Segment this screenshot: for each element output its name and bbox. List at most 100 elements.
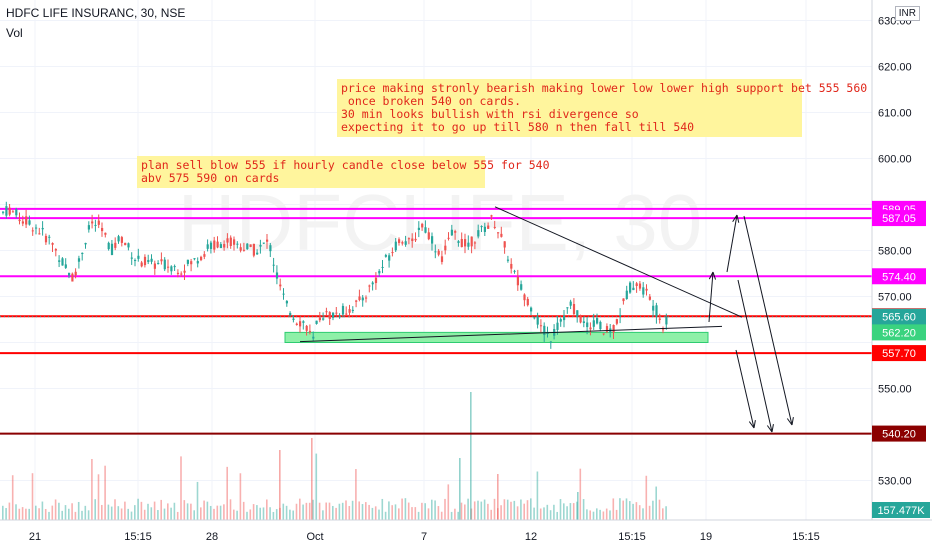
volume-bar bbox=[31, 473, 34, 520]
candle bbox=[193, 258, 196, 260]
candle bbox=[203, 254, 206, 257]
volume-bar bbox=[143, 509, 146, 520]
volume-bar bbox=[328, 502, 331, 520]
candle bbox=[460, 238, 463, 248]
volume-bar bbox=[285, 505, 288, 520]
level-tag bbox=[872, 425, 926, 442]
volume-bar bbox=[513, 500, 516, 520]
volume-bar bbox=[163, 508, 166, 520]
candle bbox=[516, 276, 519, 286]
candle bbox=[513, 270, 516, 272]
candle bbox=[134, 260, 137, 262]
candle bbox=[325, 311, 328, 313]
candle bbox=[454, 231, 457, 233]
candle bbox=[28, 220, 31, 225]
candle bbox=[170, 266, 173, 272]
candle bbox=[596, 318, 599, 324]
candle bbox=[275, 272, 279, 279]
volume-bar bbox=[622, 500, 624, 520]
candle bbox=[295, 323, 298, 325]
volume-bar bbox=[8, 502, 11, 520]
candle bbox=[51, 243, 54, 245]
price-tick-label: 580.00 bbox=[878, 246, 912, 258]
annotation-note-2[interactable]: plan sell blow 555 if hourly candle clos… bbox=[137, 156, 550, 188]
volume-bar bbox=[477, 500, 479, 520]
resistance-trendline bbox=[494, 206, 743, 318]
volume-bar bbox=[64, 505, 67, 520]
volume-bar bbox=[592, 511, 595, 520]
volume-bar bbox=[48, 511, 50, 520]
candle bbox=[533, 317, 536, 319]
candle bbox=[549, 341, 552, 343]
candle bbox=[665, 316, 668, 325]
candle bbox=[252, 243, 255, 256]
candle bbox=[500, 233, 503, 237]
projection-arrow bbox=[708, 271, 714, 323]
time-tick-label: 21 bbox=[29, 531, 41, 543]
volume-bar bbox=[239, 473, 242, 520]
candle bbox=[467, 242, 470, 247]
candle bbox=[586, 322, 589, 328]
volume-bar bbox=[388, 501, 390, 520]
candle bbox=[599, 321, 602, 330]
arrow-head bbox=[766, 425, 773, 433]
candle bbox=[25, 216, 28, 225]
volume-bar bbox=[242, 501, 245, 520]
candle bbox=[480, 226, 483, 228]
price-tick-label: 610.00 bbox=[878, 108, 912, 120]
volume-bar bbox=[259, 507, 261, 520]
candle bbox=[282, 293, 285, 295]
candle bbox=[196, 261, 199, 264]
volume-bar bbox=[153, 501, 156, 520]
time-tick-label: 28 bbox=[206, 531, 218, 543]
candle bbox=[246, 243, 249, 250]
candle bbox=[431, 236, 434, 244]
support-trendline bbox=[299, 325, 723, 343]
volume-bar bbox=[384, 511, 387, 520]
candle bbox=[444, 245, 447, 251]
candle bbox=[398, 239, 401, 243]
volume-bar bbox=[596, 508, 598, 520]
candle bbox=[279, 284, 282, 287]
volume-bar bbox=[404, 498, 407, 520]
volume-bar bbox=[74, 511, 77, 520]
currency-badge[interactable]: INR bbox=[894, 6, 920, 21]
candle bbox=[345, 313, 348, 315]
candle bbox=[110, 243, 114, 255]
candle bbox=[117, 236, 120, 242]
volume-bar bbox=[15, 504, 17, 520]
volume-bar bbox=[233, 509, 235, 520]
support-zone[interactable] bbox=[284, 331, 709, 344]
candle bbox=[285, 300, 288, 304]
candle bbox=[506, 259, 510, 261]
volume-bar bbox=[160, 499, 162, 520]
volume-bar bbox=[358, 501, 360, 520]
candle bbox=[348, 309, 351, 313]
volume-bar bbox=[302, 504, 304, 520]
projection-arrow bbox=[743, 215, 793, 426]
candle bbox=[355, 300, 358, 302]
volume-bar bbox=[500, 505, 502, 520]
level-tag-label: 540.20 bbox=[882, 429, 916, 441]
volume-bar bbox=[572, 503, 575, 520]
candle bbox=[21, 221, 24, 224]
candle bbox=[229, 237, 232, 246]
volume-bar bbox=[206, 501, 209, 520]
volume-bar bbox=[530, 498, 532, 520]
level-tag bbox=[872, 345, 926, 362]
volume-bar bbox=[417, 511, 420, 520]
volume-bar bbox=[335, 507, 337, 520]
volume-bar bbox=[440, 511, 443, 520]
candle bbox=[256, 252, 259, 255]
volume-bar bbox=[431, 499, 433, 520]
volume-bar bbox=[506, 499, 509, 520]
volume-bar bbox=[61, 510, 63, 520]
annotation-note-1[interactable]: price making stronly bearish making lowe… bbox=[337, 79, 867, 137]
volume-bar bbox=[299, 498, 301, 520]
volume-bar bbox=[361, 504, 364, 520]
candle bbox=[652, 305, 655, 311]
volume-bar bbox=[487, 503, 489, 520]
volume-bar bbox=[450, 511, 453, 520]
volume-bar bbox=[318, 502, 321, 520]
